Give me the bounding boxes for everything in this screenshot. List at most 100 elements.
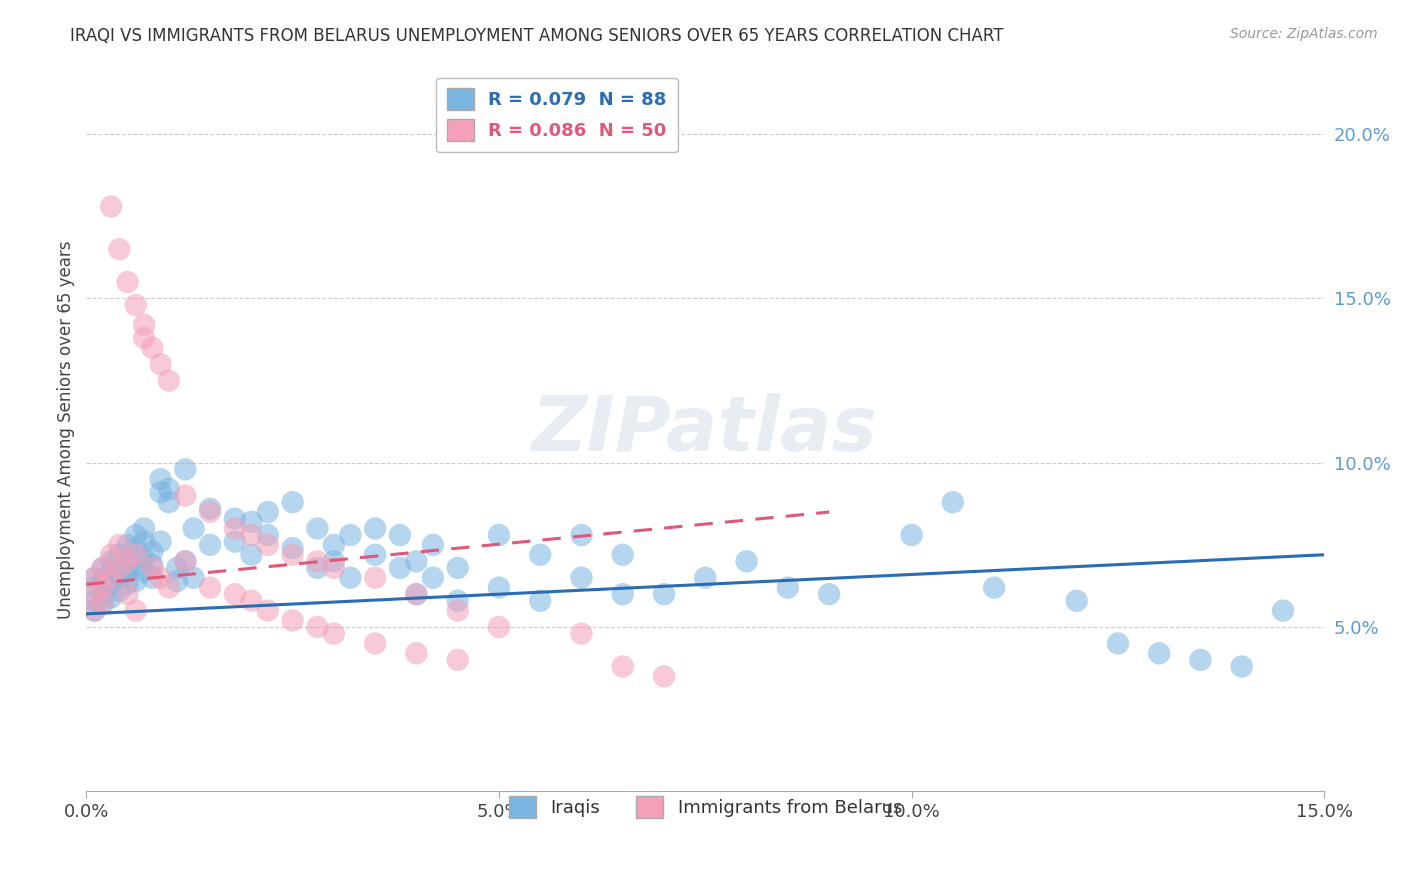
Point xyxy=(157,581,180,595)
Point xyxy=(198,505,221,519)
Point xyxy=(132,521,155,535)
Point xyxy=(224,587,246,601)
Point xyxy=(174,554,197,568)
Point xyxy=(91,561,114,575)
Point xyxy=(108,548,131,562)
Point xyxy=(149,534,172,549)
Point xyxy=(174,554,197,568)
Point xyxy=(157,482,180,496)
Point xyxy=(125,558,148,572)
Point xyxy=(257,538,280,552)
Point xyxy=(488,620,510,634)
Point xyxy=(224,534,246,549)
Point xyxy=(652,587,675,601)
Point xyxy=(125,528,148,542)
Point xyxy=(108,583,131,598)
Point xyxy=(364,548,387,562)
Point xyxy=(108,538,131,552)
Point xyxy=(100,200,122,214)
Point xyxy=(422,571,444,585)
Point xyxy=(91,581,114,595)
Point xyxy=(132,534,155,549)
Point xyxy=(240,528,263,542)
Point xyxy=(322,554,344,568)
Point xyxy=(612,548,634,562)
Point xyxy=(1189,653,1212,667)
Point xyxy=(571,528,593,542)
Point xyxy=(83,604,105,618)
Point xyxy=(364,636,387,650)
Point xyxy=(149,357,172,371)
Text: Source: ZipAtlas.com: Source: ZipAtlas.com xyxy=(1230,27,1378,41)
Point xyxy=(307,561,329,575)
Point xyxy=(447,561,470,575)
Point xyxy=(132,564,155,578)
Text: ZIPatlas: ZIPatlas xyxy=(533,392,879,467)
Point xyxy=(488,581,510,595)
Point xyxy=(198,538,221,552)
Point xyxy=(141,558,163,572)
Point xyxy=(91,593,114,607)
Point xyxy=(307,554,329,568)
Point xyxy=(125,574,148,588)
Point xyxy=(157,495,180,509)
Legend: Iraqis, Immigrants from Belarus: Iraqis, Immigrants from Belarus xyxy=(502,789,910,826)
Point xyxy=(91,574,114,588)
Point xyxy=(149,571,172,585)
Point xyxy=(339,528,361,542)
Point xyxy=(405,587,427,601)
Point xyxy=(149,485,172,500)
Point xyxy=(157,374,180,388)
Point xyxy=(125,548,148,562)
Point xyxy=(1147,646,1170,660)
Point xyxy=(174,489,197,503)
Point xyxy=(100,567,122,582)
Point xyxy=(1066,593,1088,607)
Point xyxy=(529,548,551,562)
Point xyxy=(224,511,246,525)
Point xyxy=(1230,659,1253,673)
Point xyxy=(100,571,122,585)
Point xyxy=(108,561,131,575)
Point xyxy=(132,331,155,345)
Text: IRAQI VS IMMIGRANTS FROM BELARUS UNEMPLOYMENT AMONG SENIORS OVER 65 YEARS CORREL: IRAQI VS IMMIGRANTS FROM BELARUS UNEMPLO… xyxy=(70,27,1004,45)
Point xyxy=(364,571,387,585)
Point xyxy=(339,571,361,585)
Point xyxy=(405,646,427,660)
Point xyxy=(91,597,114,611)
Point xyxy=(125,604,148,618)
Point xyxy=(198,501,221,516)
Point xyxy=(735,554,758,568)
Point xyxy=(652,669,675,683)
Point xyxy=(447,653,470,667)
Point xyxy=(322,561,344,575)
Point xyxy=(141,561,163,575)
Point xyxy=(942,495,965,509)
Point xyxy=(83,571,105,585)
Point xyxy=(183,571,205,585)
Point xyxy=(405,587,427,601)
Point xyxy=(100,554,122,568)
Point xyxy=(405,554,427,568)
Point xyxy=(322,538,344,552)
Point xyxy=(529,593,551,607)
Point xyxy=(132,318,155,332)
Point xyxy=(83,604,105,618)
Point xyxy=(91,587,114,601)
Point xyxy=(281,548,304,562)
Point xyxy=(108,242,131,256)
Point xyxy=(240,593,263,607)
Point xyxy=(571,571,593,585)
Point xyxy=(240,515,263,529)
Y-axis label: Unemployment Among Seniors over 65 years: Unemployment Among Seniors over 65 years xyxy=(58,241,75,619)
Point xyxy=(91,561,114,575)
Point xyxy=(240,548,263,562)
Point xyxy=(132,551,155,566)
Point xyxy=(83,571,105,585)
Point xyxy=(695,571,717,585)
Point xyxy=(983,581,1005,595)
Point xyxy=(83,581,105,595)
Point xyxy=(388,528,411,542)
Point xyxy=(108,571,131,585)
Point xyxy=(281,541,304,556)
